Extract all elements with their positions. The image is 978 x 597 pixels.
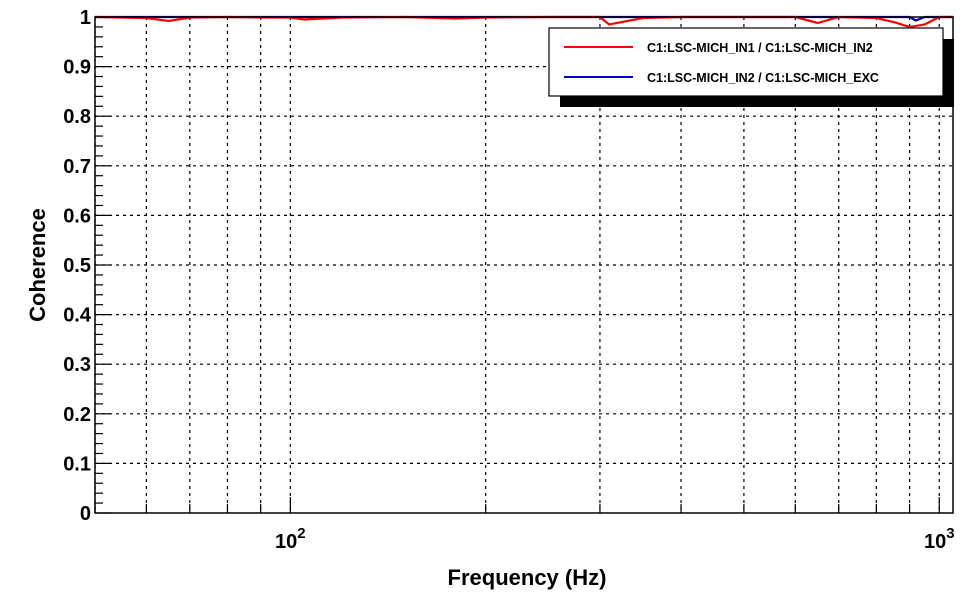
series-line <box>95 15 953 29</box>
axis-ticks <box>94 16 940 514</box>
y-tick-label: 0.8 <box>63 106 91 128</box>
y-tick-label: 0.4 <box>63 305 92 327</box>
x-tick-label: 102 <box>275 525 306 553</box>
x-tick-label-base: 10 <box>275 531 297 553</box>
y-tick-label: 0.6 <box>63 205 91 227</box>
x-tick-labels: 102 103 <box>275 525 955 553</box>
y-tick-label: 0.1 <box>63 453 91 475</box>
x-tick-label-exponent: 3 <box>946 525 954 542</box>
y-tick-label: 0.2 <box>63 404 91 426</box>
x-tick-label: 103 <box>924 525 955 553</box>
y-tick-label: 0.7 <box>63 156 91 178</box>
x-tick-label-base: 10 <box>924 531 946 553</box>
y-tick-label: 0.3 <box>63 354 91 376</box>
grid <box>94 17 953 513</box>
legend-label: C1:LSC-MICH_IN1 / C1:LSC-MICH_IN2 <box>647 41 873 55</box>
legend-box <box>548 27 944 97</box>
y-axis-title: Coherence <box>25 208 50 322</box>
x-axis-title: Frequency (Hz) <box>448 565 607 590</box>
y-tick-labels: 0 0.1 0.2 0.3 0.4 0.5 0.6 0.7 0.8 0.9 1 <box>63 7 92 525</box>
legend-label: C1:LSC-MICH_IN2 / C1:LSC-MICH_EXC <box>647 71 879 85</box>
legend: C1:LSC-MICH_IN1 / C1:LSC-MICH_IN2 C1:LSC-… <box>548 27 954 107</box>
data-series <box>95 15 953 29</box>
y-tick-label: 0 <box>80 503 91 525</box>
y-tick-label: 0.5 <box>63 255 91 277</box>
x-tick-label-exponent: 2 <box>297 525 305 542</box>
y-tick-label: 0.9 <box>63 57 91 79</box>
y-tick-label: 1 <box>80 7 91 29</box>
